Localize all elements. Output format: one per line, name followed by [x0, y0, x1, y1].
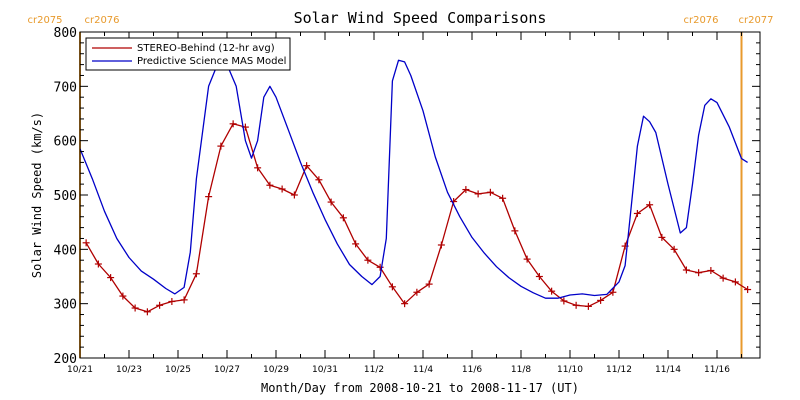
data-point — [205, 193, 213, 201]
data-point — [437, 241, 445, 249]
x-tick-label: 11/4 — [413, 365, 433, 375]
x-tick-label: 11/12 — [606, 365, 632, 375]
series-mas-model — [79, 59, 748, 299]
y-tick-label: 500 — [54, 189, 77, 204]
series-layer — [79, 59, 752, 316]
carrington-label-left-1: cr2075 — [27, 15, 62, 26]
data-point — [94, 260, 102, 268]
data-point — [572, 301, 580, 309]
data-point — [266, 181, 274, 189]
x-tick-label: 11/16 — [704, 365, 730, 375]
data-point — [82, 239, 90, 247]
data-point — [168, 297, 176, 305]
y-tick-label: 400 — [54, 243, 77, 258]
data-point — [401, 300, 409, 308]
x-tick-label: 11/2 — [364, 365, 384, 375]
x-tick-label: 11/8 — [511, 365, 531, 375]
data-point — [143, 308, 151, 316]
x-tick-label: 10/23 — [116, 365, 142, 375]
data-point — [217, 142, 225, 150]
plot-frame — [79, 31, 761, 359]
data-point — [156, 301, 164, 309]
series-line — [79, 59, 748, 299]
data-point — [695, 269, 703, 277]
x-tick-label: 10/29 — [263, 365, 289, 375]
data-point — [646, 201, 654, 209]
y-tick-label: 300 — [54, 298, 77, 313]
data-point — [107, 274, 115, 282]
y-axis-label: Solar Wind Speed (km/s) — [30, 112, 44, 278]
x-axis-label: Month/Day from 2008-10-21 to 2008-11-17 … — [261, 381, 579, 395]
data-point — [523, 255, 531, 263]
data-point — [511, 227, 519, 235]
data-point — [352, 240, 360, 248]
data-point — [376, 263, 384, 271]
legend-label-stereo: STEREO-Behind (12-hr avg) — [137, 43, 275, 54]
data-point — [474, 190, 482, 198]
data-point — [119, 292, 127, 300]
data-point — [609, 288, 617, 296]
data-point — [597, 296, 605, 304]
x-tick-label: 10/27 — [214, 365, 240, 375]
data-point — [254, 164, 262, 172]
data-point — [192, 270, 200, 278]
data-point — [719, 274, 727, 282]
x-tick-label: 11/6 — [462, 365, 482, 375]
carrington-label-right-1: cr2076 — [683, 15, 718, 26]
data-point — [229, 120, 237, 128]
data-point — [658, 233, 666, 241]
data-point — [315, 176, 323, 184]
legend-label-mas: Predictive Science MAS Model — [137, 56, 286, 67]
data-point — [364, 256, 372, 264]
data-point — [486, 188, 494, 196]
data-point — [633, 209, 641, 217]
data-point — [462, 186, 470, 194]
y-tick-label: 200 — [54, 352, 77, 367]
data-point — [682, 266, 690, 274]
data-point — [499, 194, 507, 202]
carrington-label-right-2: cr2077 — [738, 15, 773, 26]
data-point — [339, 214, 347, 222]
data-point — [290, 191, 298, 199]
data-point — [388, 283, 396, 291]
data-point — [303, 162, 311, 170]
x-tick-label: 11/14 — [655, 365, 681, 375]
data-point — [278, 185, 286, 193]
x-tick-label: 10/25 — [165, 365, 191, 375]
legend-box — [85, 37, 291, 71]
data-point — [744, 286, 752, 294]
series-stereo-behind — [82, 120, 752, 316]
y-tick-label: 800 — [54, 26, 77, 41]
data-point — [560, 297, 568, 305]
legend: STEREO-Behind (12-hr avg) Predictive Sci… — [85, 37, 291, 71]
data-point — [707, 267, 715, 275]
data-point — [731, 278, 739, 286]
data-point — [584, 302, 592, 310]
y-tick-label: 600 — [54, 135, 77, 150]
data-point — [327, 198, 335, 206]
x-tick-label: 11/10 — [557, 365, 583, 375]
carrington-label-left-2: cr2076 — [84, 15, 119, 26]
x-tick-label: 10/31 — [312, 365, 338, 375]
data-point — [180, 296, 188, 304]
chart-title: Solar Wind Speed Comparisons — [294, 9, 547, 27]
data-point — [548, 287, 556, 295]
data-point — [670, 245, 678, 253]
x-tick-label: 10/21 — [67, 365, 93, 375]
data-point — [413, 288, 421, 296]
data-point — [131, 304, 139, 312]
data-point — [425, 280, 433, 288]
y-tick-label: 700 — [54, 80, 77, 95]
data-point — [535, 273, 543, 280]
